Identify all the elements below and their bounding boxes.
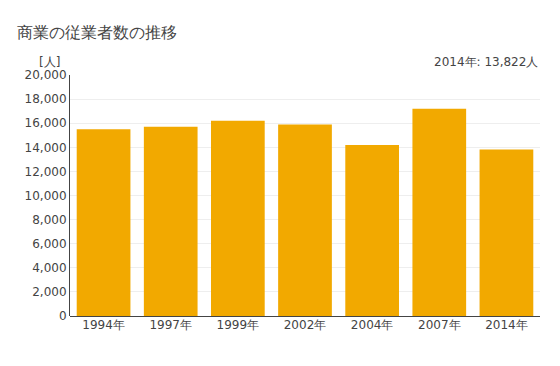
svg-text:[人]: [人] [39,55,60,69]
svg-text:20,000: 20,000 [25,68,67,82]
svg-text:1999年: 1999年 [217,318,260,332]
svg-text:1997年: 1997年 [149,318,192,332]
svg-text:14,000: 14,000 [25,141,67,155]
svg-text:1994年: 1994年 [82,318,125,332]
svg-text:2014年: 2014年 [485,318,528,332]
svg-text:0: 0 [59,309,67,323]
svg-text:4,000: 4,000 [32,261,66,275]
svg-text:2002年: 2002年 [284,318,327,332]
svg-text:2004年: 2004年 [351,318,394,332]
svg-text:6,000: 6,000 [32,237,66,251]
svg-text:12,000: 12,000 [25,165,67,179]
svg-text:10,000: 10,000 [25,189,67,203]
svg-text:16,000: 16,000 [25,116,67,130]
svg-text:2007年: 2007年 [418,318,461,332]
svg-text:2014年: 13,822人: 2014年: 13,822人 [434,55,538,69]
svg-text:商業の従業者数の推移: 商業の従業者数の推移 [17,23,177,42]
svg-text:2,000: 2,000 [32,285,66,299]
svg-text:8,000: 8,000 [32,213,66,227]
svg-text:18,000: 18,000 [25,92,67,106]
